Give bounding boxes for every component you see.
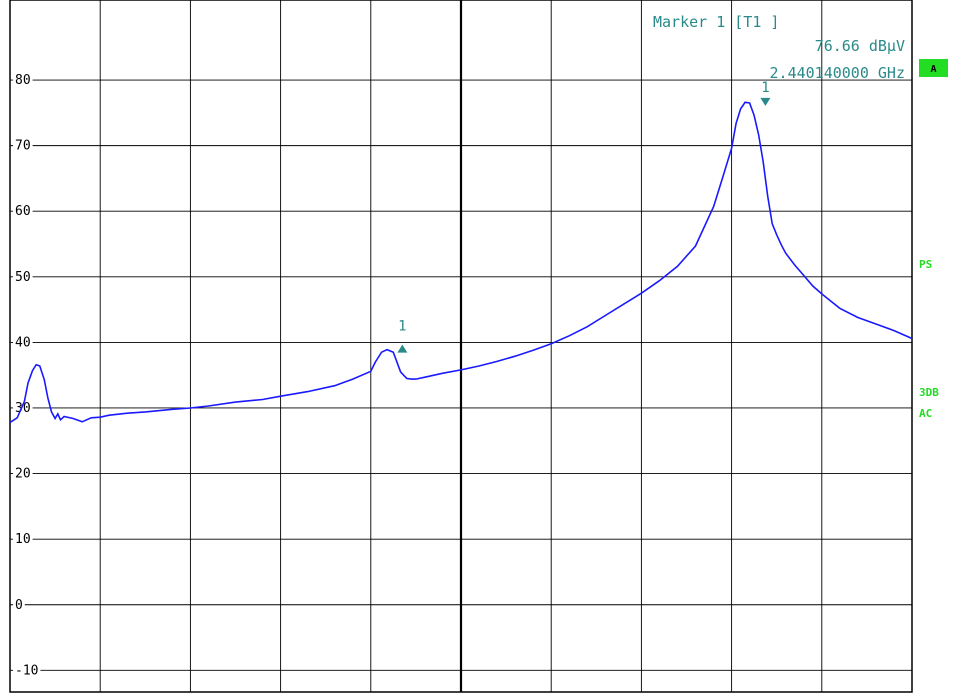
marker-info-header: Marker 1 [T1 ] (653, 13, 779, 31)
y-tick-label-bg (13, 532, 33, 547)
y-tick-label: 50 (15, 270, 31, 285)
y-tick-label: 20 (15, 467, 31, 482)
y-tick-label-bg (13, 335, 33, 350)
y-tick-label-bg (13, 138, 33, 153)
status-badge (919, 59, 948, 77)
status-badge-label: A (930, 64, 936, 75)
y-tick-label: 70 (15, 139, 31, 154)
marker-info: Marker 1 [T1 ] 76.66 dBµV 2.440140000 GH… (653, 13, 905, 82)
y-tick-label: 10 (15, 532, 31, 547)
marker-2-label: 1 (761, 80, 769, 96)
y-tick-label-bg (13, 269, 33, 284)
y-tick-label: 60 (15, 204, 31, 219)
markers: 11 (397, 80, 771, 353)
status-panel: A PS 3DB AC (919, 59, 948, 420)
marker-info-frequency: 2.440140000 GHz (770, 64, 905, 82)
y-tick-label: 40 (15, 335, 31, 350)
y-tick-label-bg (13, 73, 33, 88)
y-tick-label-bg (13, 204, 33, 219)
marker-1-symbol (397, 344, 408, 353)
grid (10, 0, 912, 692)
y-tick-label: 80 (15, 73, 31, 88)
marker-info-level: 76.66 dBµV (815, 37, 905, 55)
y-tick-label: -10 (15, 663, 38, 678)
marker-2-symbol (760, 97, 771, 106)
y-tick-label-bg (13, 466, 33, 481)
status-3db: 3DB (919, 386, 939, 399)
marker-1-label: 1 (398, 319, 406, 335)
trace-line (9, 101, 913, 424)
y-tick-label-bg (13, 400, 33, 415)
y-tick-label: 0 (15, 598, 23, 613)
status-ps: PS (919, 258, 932, 271)
status-ac: AC (919, 407, 932, 420)
y-tick-label-bg (13, 597, 25, 612)
y-tick-label-bg (13, 663, 41, 678)
